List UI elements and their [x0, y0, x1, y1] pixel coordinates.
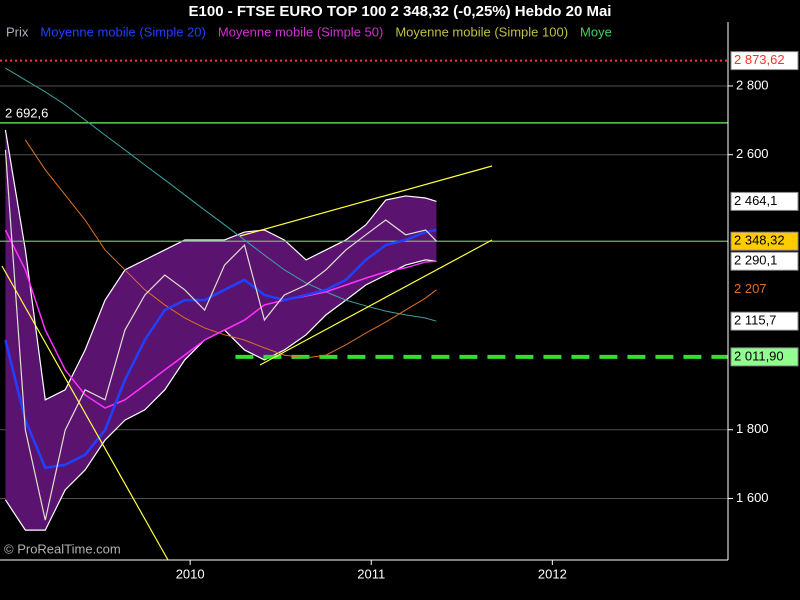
value-marker-box — [731, 280, 798, 299]
value-marker-box — [730, 191, 799, 211]
legend-entry: Prix — [6, 24, 29, 39]
trend-line — [1, 265, 169, 561]
series-line — [24, 139, 437, 359]
value-marker-box — [730, 311, 799, 331]
series-line — [4, 229, 437, 409]
y-tick-label: 2 800 — [736, 77, 769, 92]
x-tick-label: 2011 — [357, 566, 385, 581]
value-marker-label: 2 873,62 — [734, 52, 785, 67]
plot-area: 2 692,6 — [0, 59, 728, 531]
legend-entry: Moye — [580, 24, 612, 39]
legend-entry: Moyenne mobile (Simple 50) — [218, 24, 383, 39]
series-line — [5, 67, 437, 322]
trend-line — [259, 239, 493, 366]
value-marker-box — [730, 251, 799, 271]
y-tick-label: 2 600 — [736, 146, 769, 161]
legend-entry: Moyenne mobile (Simple 20) — [40, 24, 205, 39]
legend: Prix Moyenne mobile (Simple 20) Moyenne mo… — [6, 24, 612, 39]
value-marker-label: 2 115,7 — [734, 313, 776, 328]
band-fill — [5, 129, 437, 531]
value-marker-label: 2 290,1 — [734, 253, 777, 268]
value-marker-label: 2 464,1 — [734, 193, 777, 208]
series-line — [4, 149, 437, 521]
value-marker-box — [730, 231, 799, 251]
chart-title: E100 - FTSE EURO TOP 100 2 348,32 (-0,25… — [189, 3, 612, 20]
y-tick-label: 1 600 — [736, 490, 769, 505]
value-marker-label: 2 348,32 — [734, 233, 785, 248]
value-marker-box — [730, 347, 799, 367]
legend-entry: Moyenne mobile (Simple 100) — [395, 24, 568, 39]
value-marker-label: 2 207 — [734, 281, 767, 296]
y-tick-label: 1 800 — [736, 421, 769, 436]
watermark: © ProRealTime.com — [4, 541, 121, 556]
x-tick-label: 2010 — [176, 566, 205, 581]
level-label: 2 692,6 — [5, 105, 48, 120]
value-marker-box — [730, 51, 799, 71]
series-line — [4, 228, 437, 470]
trend-line — [239, 165, 493, 237]
value-marker-label: 2 011,90 — [734, 348, 784, 363]
x-tick-label: 2012 — [538, 566, 567, 581]
band-upper — [4, 129, 437, 401]
